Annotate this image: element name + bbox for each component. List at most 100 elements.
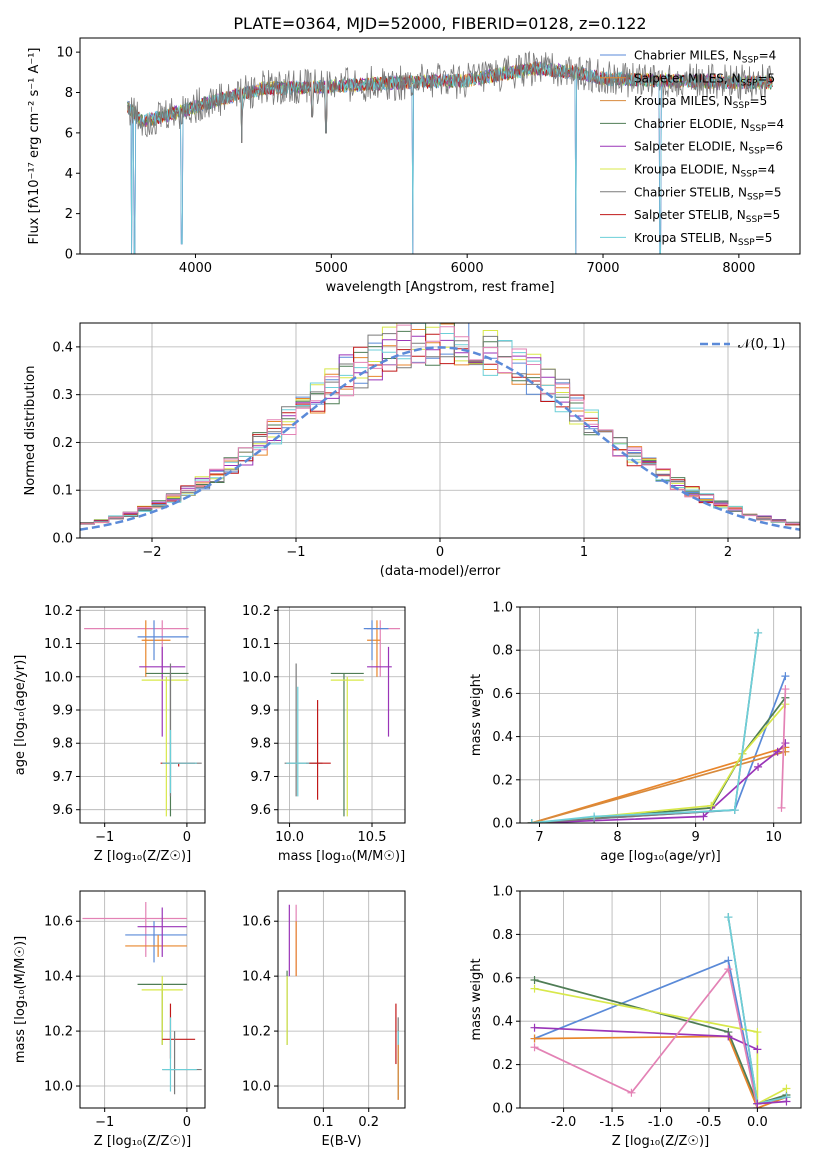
- y-tick-label: 9.9: [52, 704, 73, 719]
- x-tick-label: −1: [95, 1115, 114, 1130]
- y-axis-label: mass [log₁₀(M/M☉)]: [13, 936, 28, 1063]
- y-tick-label: 9.8: [250, 737, 271, 752]
- x-axis-label: (data-model)/error: [380, 564, 501, 579]
- y-tick-label: 0.2: [492, 773, 513, 788]
- y-tick-label: 8: [65, 86, 73, 101]
- plot-area: [284, 620, 401, 817]
- x-axis-label: wavelength [Angstrom, rest frame]: [326, 280, 555, 295]
- weight-marker: [724, 913, 733, 922]
- weight-marker: [530, 1023, 539, 1032]
- axes-frame: [79, 37, 801, 255]
- plot-area: [127, 50, 773, 254]
- x-tick-label: -0.5: [696, 1115, 721, 1130]
- weight-marker: [754, 628, 763, 637]
- x-axis-label: Z [log₁₀(Z/Z☉)]: [94, 1134, 191, 1149]
- y-axis-label: mass weight: [469, 958, 484, 1040]
- weight-marker: [777, 803, 786, 812]
- legend-count: =4: [766, 117, 784, 131]
- x-tick-label: 0: [183, 1115, 191, 1130]
- y-tick-label: 9.9: [250, 704, 271, 719]
- y-tick-label: 10.1: [242, 637, 271, 652]
- x-tick-label: 0: [183, 830, 191, 845]
- axes-frame: [519, 606, 802, 824]
- legend-subscript: SSP: [733, 101, 750, 111]
- weight-marker: [730, 806, 739, 815]
- legend-count: =4: [759, 49, 777, 63]
- legend-count: =5: [757, 71, 775, 85]
- weight-line: [780, 689, 787, 808]
- legend-subscript: SSP: [742, 56, 759, 66]
- weight-marker: [754, 762, 763, 771]
- axes-frame: [79, 890, 206, 1109]
- weight-marker: [782, 1097, 791, 1106]
- y-tick-label: 10: [56, 46, 73, 61]
- y-tick-label: 9.6: [52, 803, 73, 818]
- y-tick-label: 9.7: [52, 770, 73, 785]
- y-axis-label: Flux [fλ10⁻¹⁷ erg cm⁻² s⁻¹ A⁻¹]: [27, 48, 42, 245]
- axes-frame: [277, 890, 406, 1109]
- x-axis-label: Z [log₁₀(Z/Z☉)]: [94, 849, 191, 864]
- y-tick-label: 0: [65, 248, 73, 263]
- x-tick-label: 6000: [451, 261, 484, 276]
- y-tick-label: 10.2: [44, 1025, 73, 1040]
- spectrum-line: [127, 50, 773, 144]
- y-tick-label: 10.2: [242, 604, 271, 619]
- weight-marker: [627, 1088, 636, 1097]
- y-tick-label: 4: [65, 167, 73, 182]
- weight-line: [757, 1100, 787, 1105]
- weight-marker: [530, 1034, 539, 1043]
- y-tick-label: 10.0: [242, 1080, 271, 1095]
- y-axis-label: age [log₁₀(age/yr)]: [13, 655, 28, 776]
- x-axis-label: E(B-V): [321, 1134, 361, 1149]
- x-tick-label: 5000: [315, 261, 348, 276]
- weight-line: [534, 979, 787, 1105]
- y-tick-label: 10.4: [242, 970, 271, 985]
- legend-subscript: SSP: [748, 147, 765, 157]
- weight-line: [534, 987, 787, 1106]
- x-axis-label: mass [log₁₀(M/M☉)]: [278, 849, 405, 864]
- weight-marker: [753, 1028, 762, 1037]
- y-tick-label: 10.6: [44, 915, 73, 930]
- axes-frame: [277, 606, 406, 824]
- histogram-step: [80, 333, 800, 524]
- x-tick-label: 10: [765, 830, 782, 845]
- x-tick-label: 9: [691, 830, 699, 845]
- y-tick-label: 0.0: [492, 1102, 513, 1117]
- y-tick-label: 6: [65, 126, 73, 141]
- weight-line: [531, 632, 759, 823]
- y-tick-label: 0.3: [52, 388, 73, 403]
- legend-label: Salpeter ELODIE, NSSP=6: [634, 140, 783, 157]
- weight-marker: [781, 672, 790, 681]
- weight-marker: [530, 975, 539, 984]
- axes-frame: [519, 890, 802, 1109]
- legend-subscript: SSP: [746, 215, 763, 225]
- legend-label: Kroupa STELIB, NSSP=5: [634, 231, 772, 248]
- y-tick-label: 10.6: [242, 915, 271, 930]
- legend-count: =5: [755, 231, 773, 245]
- x-tick-label: −1: [286, 545, 305, 560]
- plot-area: [80, 323, 800, 531]
- x-tick-label: 0: [436, 545, 444, 560]
- y-tick-label: 0.6: [492, 687, 513, 702]
- weight-marker: [773, 747, 782, 756]
- x-tick-label: −2: [142, 545, 161, 560]
- y-tick-label: 0.0: [492, 817, 513, 832]
- legend-count: =6: [765, 140, 783, 154]
- weight-marker: [707, 801, 716, 810]
- plot-area: [84, 620, 202, 817]
- y-tick-label: 0.1: [52, 484, 73, 499]
- y-tick-label: 10.0: [242, 670, 271, 685]
- y-tick-label: 0.4: [52, 340, 73, 355]
- weight-marker: [753, 1099, 762, 1108]
- figure-title: PLATE=0364, MJD=52000, FIBERID=0128, z=0…: [233, 14, 646, 33]
- plot-area: [286, 904, 399, 1100]
- x-tick-label: 10.5: [358, 830, 387, 845]
- panel-spectrum: 4000 5000 6000 7000 8000 0 2 4 6 8 10 wavelength [A…: [27, 37, 801, 295]
- y-tick-label: 10.0: [44, 670, 73, 685]
- x-tick-label: 2: [724, 545, 732, 560]
- weight-marker: [527, 819, 536, 823]
- y-tick-label: 9.6: [250, 803, 271, 818]
- y-tick-label: 10.1: [44, 637, 73, 652]
- spectrum-legend: Chabrier MILES, NSSP=4 Salpeter MILES, NS…: [600, 49, 784, 248]
- legend-label: Chabrier STELIB, NSSP=5: [634, 185, 782, 202]
